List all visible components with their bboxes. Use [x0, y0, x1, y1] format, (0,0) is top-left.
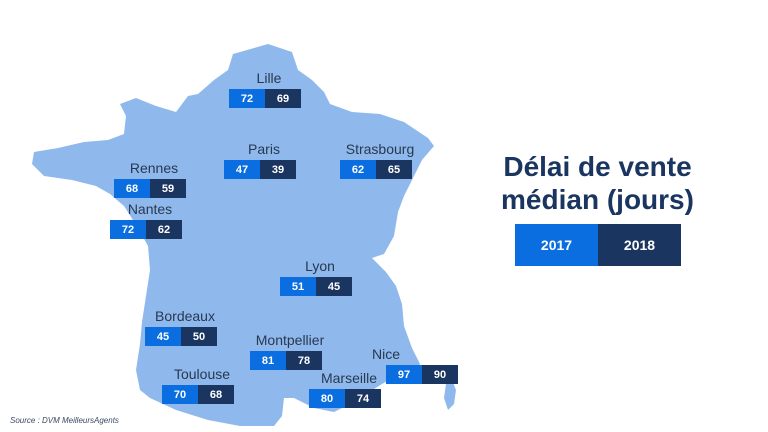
value-2017: 45 [145, 327, 181, 346]
value-2018: 65 [376, 160, 412, 179]
value-2018: 69 [265, 89, 301, 108]
city-nantes: Nantes 72 62 [110, 201, 190, 239]
value-2017: 70 [162, 385, 198, 404]
city-lyon: Lyon 51 45 [280, 258, 360, 296]
city-lille: Lille 72 69 [229, 70, 309, 108]
city-paris: Paris 47 39 [224, 141, 304, 179]
city-label: Bordeaux [155, 308, 215, 324]
corsica-land [444, 380, 456, 410]
city-label: Nice [371, 346, 400, 362]
city-label: Lille [256, 70, 282, 86]
value-2018: 39 [260, 160, 296, 179]
value-2017: 72 [110, 220, 146, 239]
value-2017: 72 [229, 89, 265, 108]
value-2018: 62 [146, 220, 182, 239]
legend-2017: 2017 [515, 224, 598, 266]
city-label: Strasbourg [345, 141, 415, 157]
city-strasbourg: Strasbourg 62 65 [340, 141, 420, 179]
city-bordeaux: Bordeaux 45 50 [145, 308, 225, 346]
city-nice: Nice 97 90 [346, 346, 458, 384]
value-2017: 80 [309, 389, 345, 408]
legend: 2017 2018 [515, 224, 681, 266]
value-2017: 62 [340, 160, 376, 179]
france-land [32, 44, 434, 426]
value-2018: 50 [181, 327, 217, 346]
city-label: Rennes [129, 160, 179, 176]
legend-2018: 2018 [598, 224, 681, 266]
value-2017: 47 [224, 160, 260, 179]
value-2017: 97 [386, 365, 422, 384]
value-2018: 74 [345, 389, 381, 408]
value-2017: 81 [250, 351, 286, 370]
value-2018: 68 [198, 385, 234, 404]
city-label: Paris [248, 141, 280, 157]
map-title: Délai de vente médian (jours) [501, 151, 694, 215]
city-label: Marseille [320, 370, 377, 386]
city-label: Montpellier [255, 332, 325, 348]
city-rennes: Rennes 68 59 [114, 160, 194, 198]
city-label: Lyon [305, 258, 335, 274]
value-2018: 90 [422, 365, 458, 384]
value-2017: 68 [114, 179, 150, 198]
value-2018: 45 [316, 277, 352, 296]
city-label: Nantes [127, 201, 173, 217]
city-label: Toulouse [173, 366, 231, 382]
value-2017: 51 [280, 277, 316, 296]
value-2018: 78 [286, 351, 322, 370]
source-note: Source : DVM MeilleursAgents [10, 416, 119, 425]
value-2018: 59 [150, 179, 186, 198]
city-toulouse: Toulouse 70 68 [162, 366, 242, 404]
city-montpellier: Montpellier 81 78 [250, 332, 330, 370]
city-marseille: Marseille 80 74 [304, 370, 394, 408]
